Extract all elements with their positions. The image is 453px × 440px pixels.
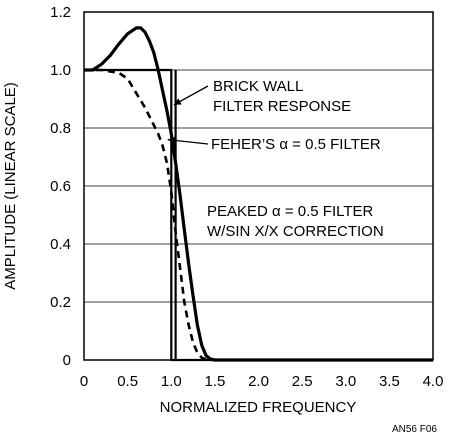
- y-tick-label: 0: [63, 352, 71, 369]
- x-tick-label: 1.5: [204, 373, 225, 390]
- x-tick-label: 3.0: [335, 373, 356, 390]
- annotation-fehers: FEHER’S α = 0.5 FILTER: [211, 136, 381, 153]
- x-tick-label: 3.5: [379, 373, 400, 390]
- figure-id: AN56 F06: [392, 424, 437, 435]
- x-tick-label: 1.0: [161, 373, 182, 390]
- annotation-peaked-line2: W/SIN X/X CORRECTION: [207, 223, 384, 240]
- plot-frame: [83, 11, 434, 361]
- y-tick-label: 0.2: [50, 294, 71, 311]
- series-line-peaked: [84, 26, 433, 362]
- x-tick-label: 0.5: [117, 373, 138, 390]
- annotation-brick-wall: BRICK WALL FILTER RESPONSE: [213, 78, 351, 115]
- annotation-fehers-line1: FEHER’S α = 0.5 FILTER: [211, 136, 381, 153]
- x-tick-label: 4.0: [423, 373, 444, 390]
- annotation-peaked: PEAKED α = 0.5 FILTER W/SIN X/X CORRECTI…: [207, 203, 384, 240]
- arrow-brick-wall-head: [173, 98, 182, 105]
- y-tick-label: 1.0: [50, 62, 71, 79]
- series-line-fehers: [84, 68, 433, 362]
- x-tick-label: 0: [80, 373, 88, 390]
- y-axis-title: AMPLITUDE (LINEAR SCALE): [2, 82, 19, 290]
- annotation-brick-wall-line2: FILTER RESPONSE: [213, 98, 351, 115]
- x-tick-label: 2.5: [292, 373, 313, 390]
- y-tick-labels: 0 0.2 0.4 0.6 0.8 1.0 1.2: [50, 4, 71, 369]
- y-tick-label: 0.8: [50, 120, 71, 137]
- arrow-fehers-head: [167, 136, 176, 144]
- y-tick-label: 1.2: [50, 4, 71, 21]
- y-tick-label: 0.6: [50, 178, 71, 195]
- x-tick-labels: 0 0.5 1.0 1.5 2.0 2.5 3.0 3.5 4.0: [80, 373, 444, 390]
- x-axis-title: NORMALIZED FREQUENCY: [160, 399, 357, 416]
- annotation-arrows: [167, 85, 209, 145]
- annotation-brick-wall-line1: BRICK WALL: [213, 78, 303, 95]
- annotation-peaked-line1: PEAKED α = 0.5 FILTER: [207, 203, 374, 220]
- x-tick-label: 2.0: [248, 373, 269, 390]
- y-tick-label: 0.4: [50, 236, 71, 253]
